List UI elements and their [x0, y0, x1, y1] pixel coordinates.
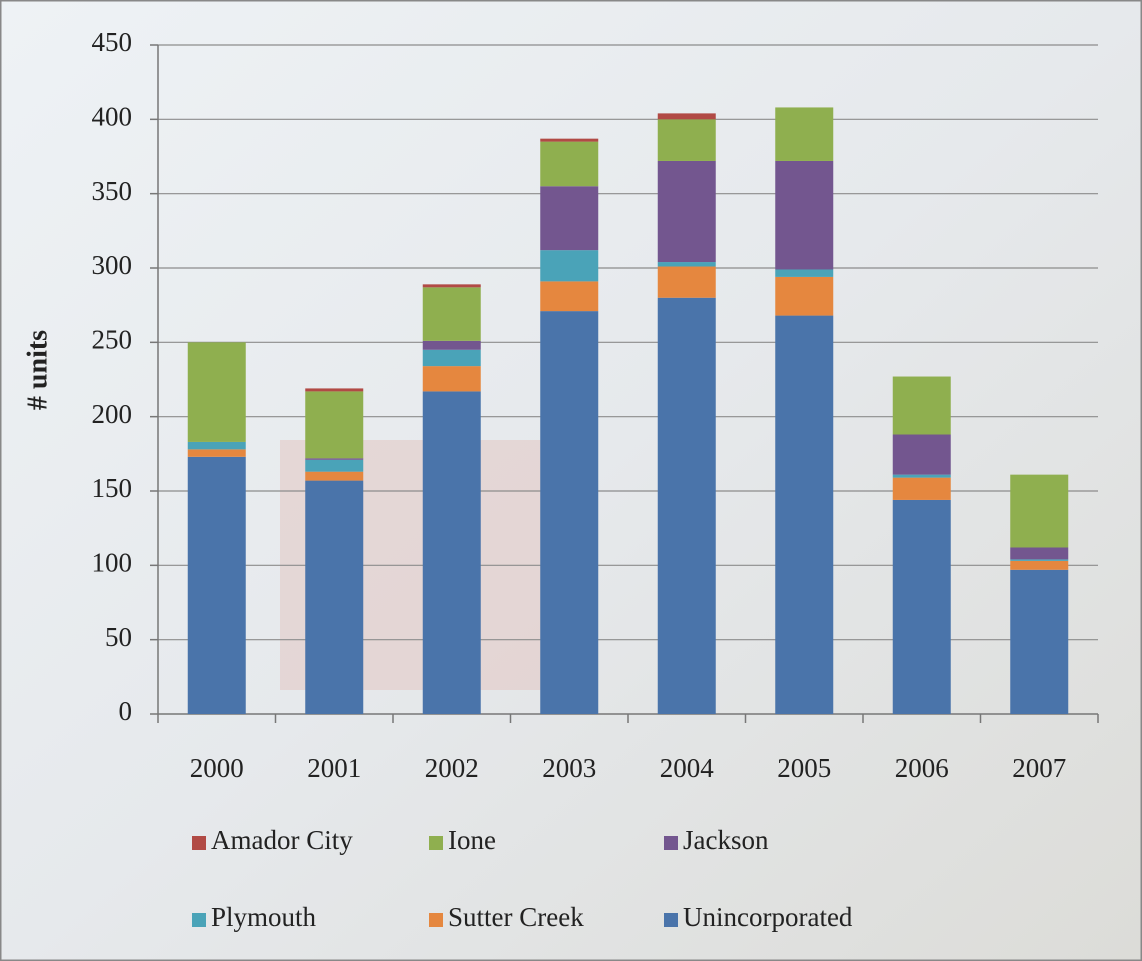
bar-segment: [423, 391, 481, 714]
bar-segment: [540, 186, 598, 250]
bar-segment: [658, 113, 716, 119]
legend-label: Ione: [448, 825, 496, 855]
x-tick-label: 2007: [1012, 753, 1066, 783]
legend-swatch: [429, 913, 443, 927]
legend-swatch: [664, 836, 678, 850]
x-tick-label: 2003: [542, 753, 596, 783]
legend-swatch: [192, 836, 206, 850]
bar-segment: [893, 478, 951, 500]
bar-segment: [658, 161, 716, 262]
bar-segment: [423, 341, 481, 350]
bar-segment: [658, 262, 716, 266]
legend-swatch: [664, 913, 678, 927]
legend-label: Unincorporated: [683, 902, 853, 932]
chart: # units 0 50 100 150 200 250 300 350 400 450 2000 2…: [0, 0, 1142, 961]
legend-swatch: [429, 836, 443, 850]
bar-segment: [775, 269, 833, 276]
bar-segment: [305, 388, 363, 391]
bar-segment: [423, 284, 481, 287]
legend-label: Plymouth: [211, 902, 317, 932]
bar-segment: [1010, 561, 1068, 570]
y-tick-label: 300: [92, 250, 133, 280]
bar-segment: [1010, 475, 1068, 548]
y-tick-label: 100: [92, 548, 133, 578]
bar-segment: [893, 377, 951, 435]
y-tick-label: 250: [92, 325, 133, 355]
bar-segment: [1010, 559, 1068, 560]
bar-segment: [658, 119, 716, 161]
bar-segment: [658, 267, 716, 298]
x-tick-label: 2005: [777, 753, 831, 783]
legend-label: Jackson: [683, 825, 769, 855]
x-tick-label: 2006: [895, 753, 949, 783]
y-tick-label: 0: [119, 696, 133, 726]
y-tick-label: 200: [92, 399, 133, 429]
y-tick-label: 450: [92, 27, 133, 57]
bar-segment: [775, 161, 833, 270]
bar-segment: [188, 442, 246, 449]
bar-segment: [775, 107, 833, 161]
bar-segment: [540, 311, 598, 714]
bar-segment: [188, 342, 246, 442]
bar-segment: [305, 460, 363, 472]
y-tick-label: 150: [92, 473, 133, 503]
bar-segment: [423, 366, 481, 391]
bar-segment: [893, 500, 951, 714]
bar-segment: [305, 472, 363, 481]
x-tick-label: 2000: [190, 753, 244, 783]
y-tick-label: 50: [105, 622, 132, 652]
bar-segment: [188, 457, 246, 714]
bar-segment: [540, 139, 598, 142]
bar-segment: [775, 277, 833, 316]
bar-segment: [1010, 570, 1068, 714]
y-tick-label: 400: [92, 102, 133, 132]
bar-segment: [893, 435, 951, 475]
bar-segment: [540, 142, 598, 187]
bar-segment: [305, 458, 363, 459]
bar-segment: [658, 298, 716, 714]
y-tick-label: 350: [92, 176, 133, 206]
x-tick-label: 2004: [660, 753, 715, 783]
legend-label: Sutter Creek: [448, 902, 584, 932]
bar-segment: [423, 287, 481, 341]
bar-segment: [893, 475, 951, 478]
x-tick-label: 2002: [425, 753, 479, 783]
legend-swatch: [192, 913, 206, 927]
bar-segment: [540, 250, 598, 281]
y-axis-label: # units: [22, 330, 53, 410]
x-tick-label: 2001: [307, 753, 361, 783]
bar-segment: [775, 316, 833, 714]
bar-segment: [1010, 547, 1068, 559]
bar-segment: [305, 391, 363, 458]
bar-segment: [423, 350, 481, 366]
bar-segment: [305, 481, 363, 714]
legend-label: Amador City: [211, 825, 353, 855]
bar-segment: [540, 281, 598, 311]
bar-segment: [188, 449, 246, 456]
